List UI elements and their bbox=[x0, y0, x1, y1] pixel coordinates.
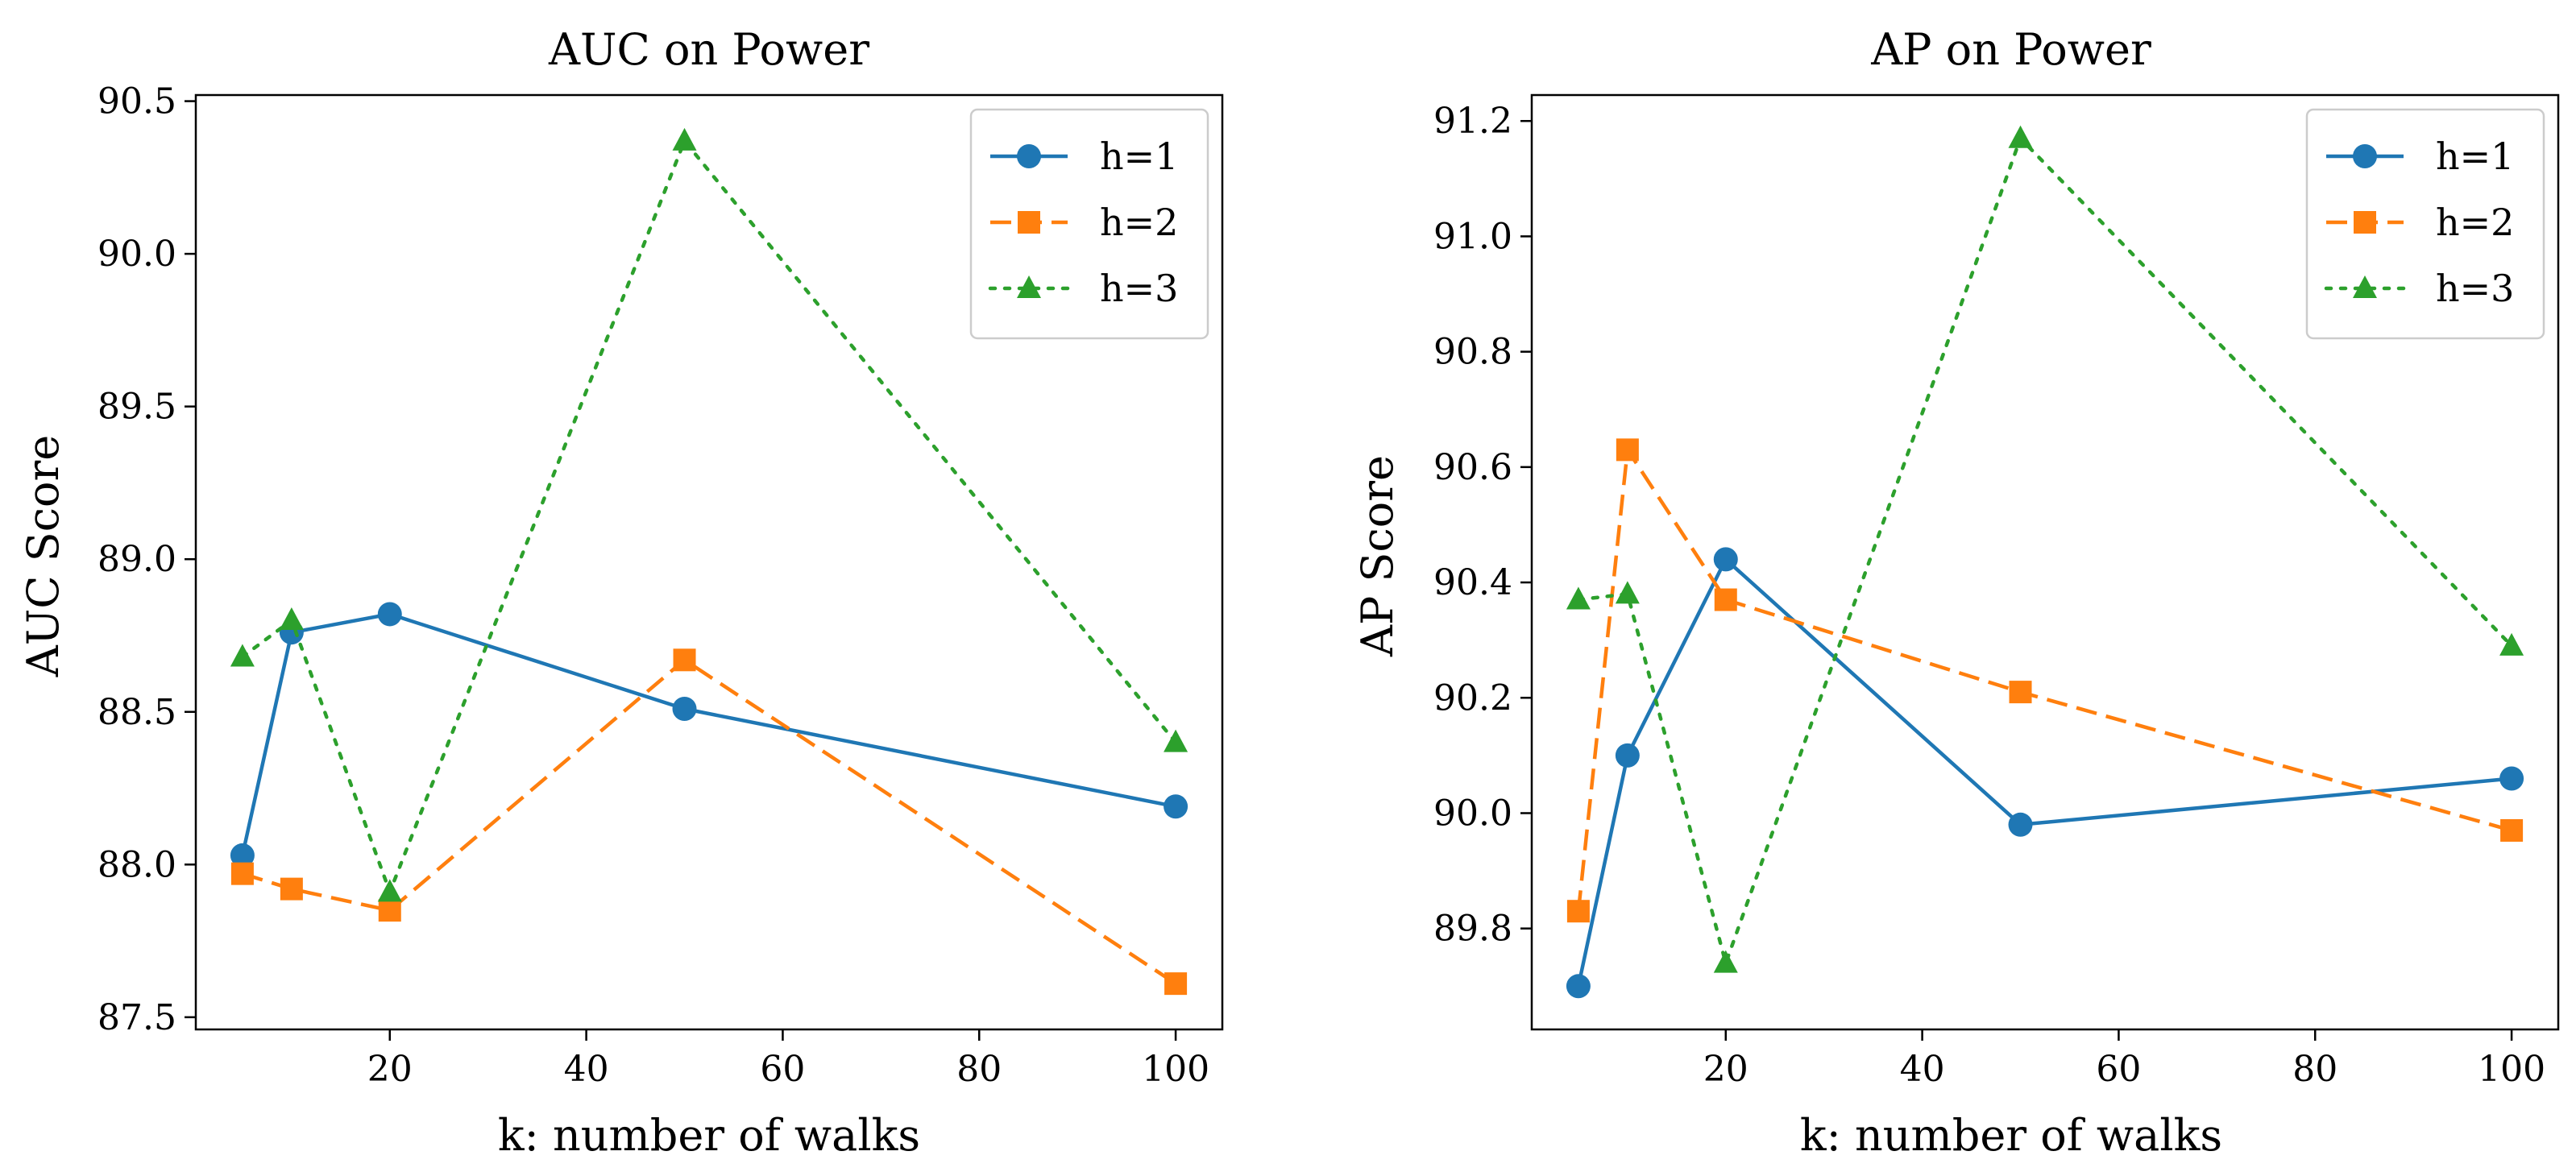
ap-plot-frame bbox=[1530, 93, 2560, 1031]
auc-data-point-h3 bbox=[1164, 729, 1188, 752]
auc-legend-marker-h2 bbox=[1018, 211, 1040, 234]
auc-data-point-h3 bbox=[230, 644, 255, 667]
ap-data-point-h3 bbox=[1566, 586, 1591, 610]
auc-x-tick-label: 40 bbox=[564, 1049, 609, 1090]
auc-x-tick-label: 80 bbox=[956, 1049, 1002, 1090]
auc-data-point-h1 bbox=[672, 696, 697, 721]
auc-chart: AUC on Power k: number of walks AUC Scor… bbox=[18, 24, 1224, 1161]
ap-legend-label-h2: h=2 bbox=[2436, 201, 2514, 244]
ap-y-tick-label: 91.0 bbox=[1433, 216, 1512, 257]
auc-data-point-h3 bbox=[279, 607, 304, 631]
ap-legend-label-h1: h=1 bbox=[2436, 135, 2514, 178]
ap-data-point-h3 bbox=[1713, 950, 1738, 973]
ap-x-tick-label: 60 bbox=[2096, 1049, 2141, 1090]
auc-data-point-h3 bbox=[377, 879, 402, 902]
auc-legend-marker-h1 bbox=[1017, 144, 1041, 168]
ap-y-tick-label: 91.2 bbox=[1433, 101, 1512, 142]
auc-legend-label-h2: h=2 bbox=[1100, 201, 1178, 244]
auc-data-point-h2 bbox=[1164, 972, 1188, 996]
auc-legend-label-h3: h=3 bbox=[1100, 267, 1178, 310]
auc-legend-label-h1: h=1 bbox=[1100, 135, 1178, 178]
auc-series-line-h1 bbox=[240, 612, 1176, 856]
auc-data-point-h1 bbox=[230, 843, 255, 868]
ap-x-tick-label: 80 bbox=[2292, 1049, 2337, 1090]
ap-x-axis-label: k: number of walks bbox=[1800, 1110, 2222, 1161]
auc-x-tick-label: 20 bbox=[367, 1049, 413, 1090]
ap-data-point-h3 bbox=[2499, 632, 2524, 656]
ap-y-tick-label: 90.2 bbox=[1433, 677, 1512, 719]
ap-x-tick-label: 40 bbox=[1900, 1049, 1945, 1090]
auc-y-tick-label: 88.5 bbox=[97, 692, 176, 733]
ap-legend: h=1 h=2 h=3 bbox=[2305, 108, 2545, 340]
ap-data-point-h1 bbox=[1566, 974, 1591, 999]
auc-data-point-h2 bbox=[378, 899, 401, 922]
ap-y-tick-label: 90.8 bbox=[1433, 332, 1512, 373]
ap-legend-marker-h2 bbox=[2354, 211, 2376, 234]
auc-y-tick-label: 88.0 bbox=[97, 844, 176, 885]
ap-data-point-h2 bbox=[1616, 438, 1639, 462]
auc-x-tick-label: 100 bbox=[1142, 1049, 1209, 1090]
ap-series-line-h1 bbox=[1576, 557, 2512, 987]
ap-data-point-h3 bbox=[2008, 125, 2033, 148]
ap-series-line-h2 bbox=[1576, 448, 2512, 912]
ap-chart-title: AP on Power bbox=[1870, 24, 2151, 75]
ap-data-point-h3 bbox=[1615, 581, 1640, 604]
auc-y-axis-label: AUC Score bbox=[18, 435, 68, 678]
ap-data-point-h1 bbox=[2499, 766, 2524, 791]
ap-y-tick-label: 90.4 bbox=[1433, 562, 1512, 603]
auc-y-tick-label: 90.5 bbox=[97, 81, 176, 122]
ap-data-point-h1 bbox=[1713, 547, 1738, 572]
ap-y-tick-label: 89.8 bbox=[1433, 909, 1512, 950]
ap-x-tick-label: 20 bbox=[1703, 1049, 1748, 1090]
auc-y-tick-label: 87.5 bbox=[97, 997, 176, 1038]
ap-y-tick-label: 90.0 bbox=[1433, 793, 1512, 834]
auc-x-axis-label: k: number of walks bbox=[498, 1110, 920, 1161]
ap-y-axis-label: AP Score bbox=[1352, 455, 1403, 657]
ap-data-point-h2 bbox=[2009, 681, 2032, 704]
auc-y-tick-label: 90.0 bbox=[97, 234, 176, 275]
auc-y-tick-label: 89.0 bbox=[97, 539, 176, 580]
ap-data-point-h1 bbox=[1615, 743, 1640, 768]
auc-series-line-h2 bbox=[242, 658, 1177, 985]
auc-data-point-h2 bbox=[673, 648, 696, 672]
ap-data-point-h2 bbox=[1566, 900, 1590, 923]
auc-data-point-h2 bbox=[230, 862, 254, 885]
ap-data-point-h1 bbox=[2008, 812, 2033, 837]
ap-chart: AP on Power k: number of walks AP Score … bbox=[1352, 24, 2560, 1161]
auc-plot-frame bbox=[194, 93, 1224, 1031]
auc-y-tick-label: 89.5 bbox=[97, 387, 176, 428]
ap-legend-label-h3: h=3 bbox=[2436, 267, 2514, 310]
auc-legend: h=1 h=2 h=3 bbox=[969, 108, 1209, 340]
ap-x-tick-label: 100 bbox=[2478, 1049, 2545, 1090]
ap-legend-marker-h1 bbox=[2353, 144, 2377, 168]
ap-data-point-h2 bbox=[1714, 588, 1737, 611]
ap-data-point-h2 bbox=[2500, 818, 2524, 842]
ap-series-line-h3 bbox=[1576, 136, 2514, 965]
auc-data-point-h1 bbox=[377, 602, 402, 627]
auc-data-point-h1 bbox=[1164, 794, 1188, 819]
auc-legend-marker-h3 bbox=[1017, 275, 1041, 298]
auc-x-tick-label: 60 bbox=[760, 1049, 805, 1090]
ap-y-tick-label: 90.6 bbox=[1433, 447, 1512, 488]
ap-legend-marker-h3 bbox=[2353, 275, 2377, 298]
auc-data-point-h3 bbox=[672, 127, 697, 151]
auc-chart-title: AUC on Power bbox=[548, 24, 869, 75]
auc-data-point-h2 bbox=[280, 877, 303, 901]
